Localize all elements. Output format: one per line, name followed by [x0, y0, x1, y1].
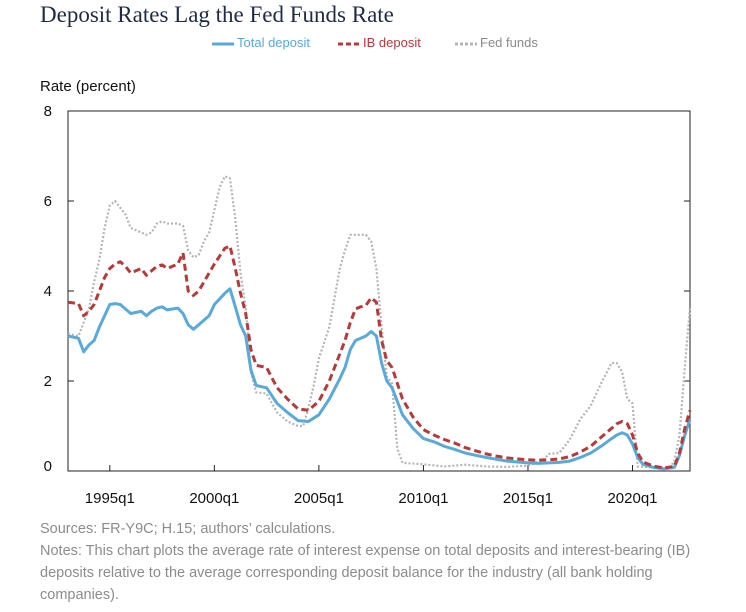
legend-item-fed-funds: Fed funds — [455, 35, 538, 50]
source-note: Sources: FR-Y9C; H.15; authors’ calculat… — [40, 521, 336, 537]
chart-legend: Total deposit IB deposit Fed funds — [0, 35, 746, 55]
legend-label-ib-deposit: IB deposit — [363, 35, 421, 50]
chart-notes: Sources: FR-Y9C; H.15; authors’ calculat… — [40, 518, 720, 606]
plot-area — [67, 110, 691, 472]
series-line-ib-deposit — [67, 244, 692, 470]
legend-item-ib-deposit: IB deposit — [338, 35, 421, 50]
y-axis-ticks: 0 2 4 6 8 — [44, 103, 690, 475]
x-axis-ticks: 1995q1 2000q1 2005q1 2010q1 2015q1 2020q1 — [85, 465, 658, 507]
series-lines — [67, 175, 692, 471]
chart-title: Deposit Rates Lag the Fed Funds Rate — [40, 2, 394, 27]
legend-swatch-fed-funds — [455, 42, 477, 46]
y-tick-label-2: 4 — [44, 283, 52, 300]
notes-text: Notes: This chart plots the average rate… — [40, 543, 691, 603]
x-tick-label-4: 2015q1 — [503, 490, 553, 507]
line-chart: 0 2 4 6 8 1995q1 2000q1 2005q1 2010q1 2015q1 2020… — [44, 103, 692, 507]
legend-label-total-deposit: Total deposit — [237, 35, 310, 50]
y-tick-label-1: 2 — [44, 373, 52, 390]
y-axis-label: Rate (percent) — [40, 78, 136, 95]
x-tick-label-1: 2000q1 — [189, 490, 239, 507]
legend-label-fed-funds: Fed funds — [480, 35, 538, 50]
x-tick-label-3: 2010q1 — [398, 490, 448, 507]
x-tick-label-2: 2005q1 — [294, 490, 344, 507]
y-tick-label-4: 8 — [44, 103, 52, 120]
y-tick-label-3: 6 — [44, 193, 52, 210]
series-line-total-deposit — [67, 287, 692, 471]
x-tick-label-0: 1995q1 — [85, 490, 135, 507]
x-tick-label-5: 2020q1 — [607, 490, 657, 507]
series-line-fed-funds — [67, 175, 692, 469]
y-tick-label-0: 0 — [44, 458, 52, 475]
legend-item-total-deposit: Total deposit — [212, 35, 310, 50]
legend-swatch-total-deposit — [212, 42, 234, 46]
legend-swatch-ib-deposit — [338, 42, 360, 46]
